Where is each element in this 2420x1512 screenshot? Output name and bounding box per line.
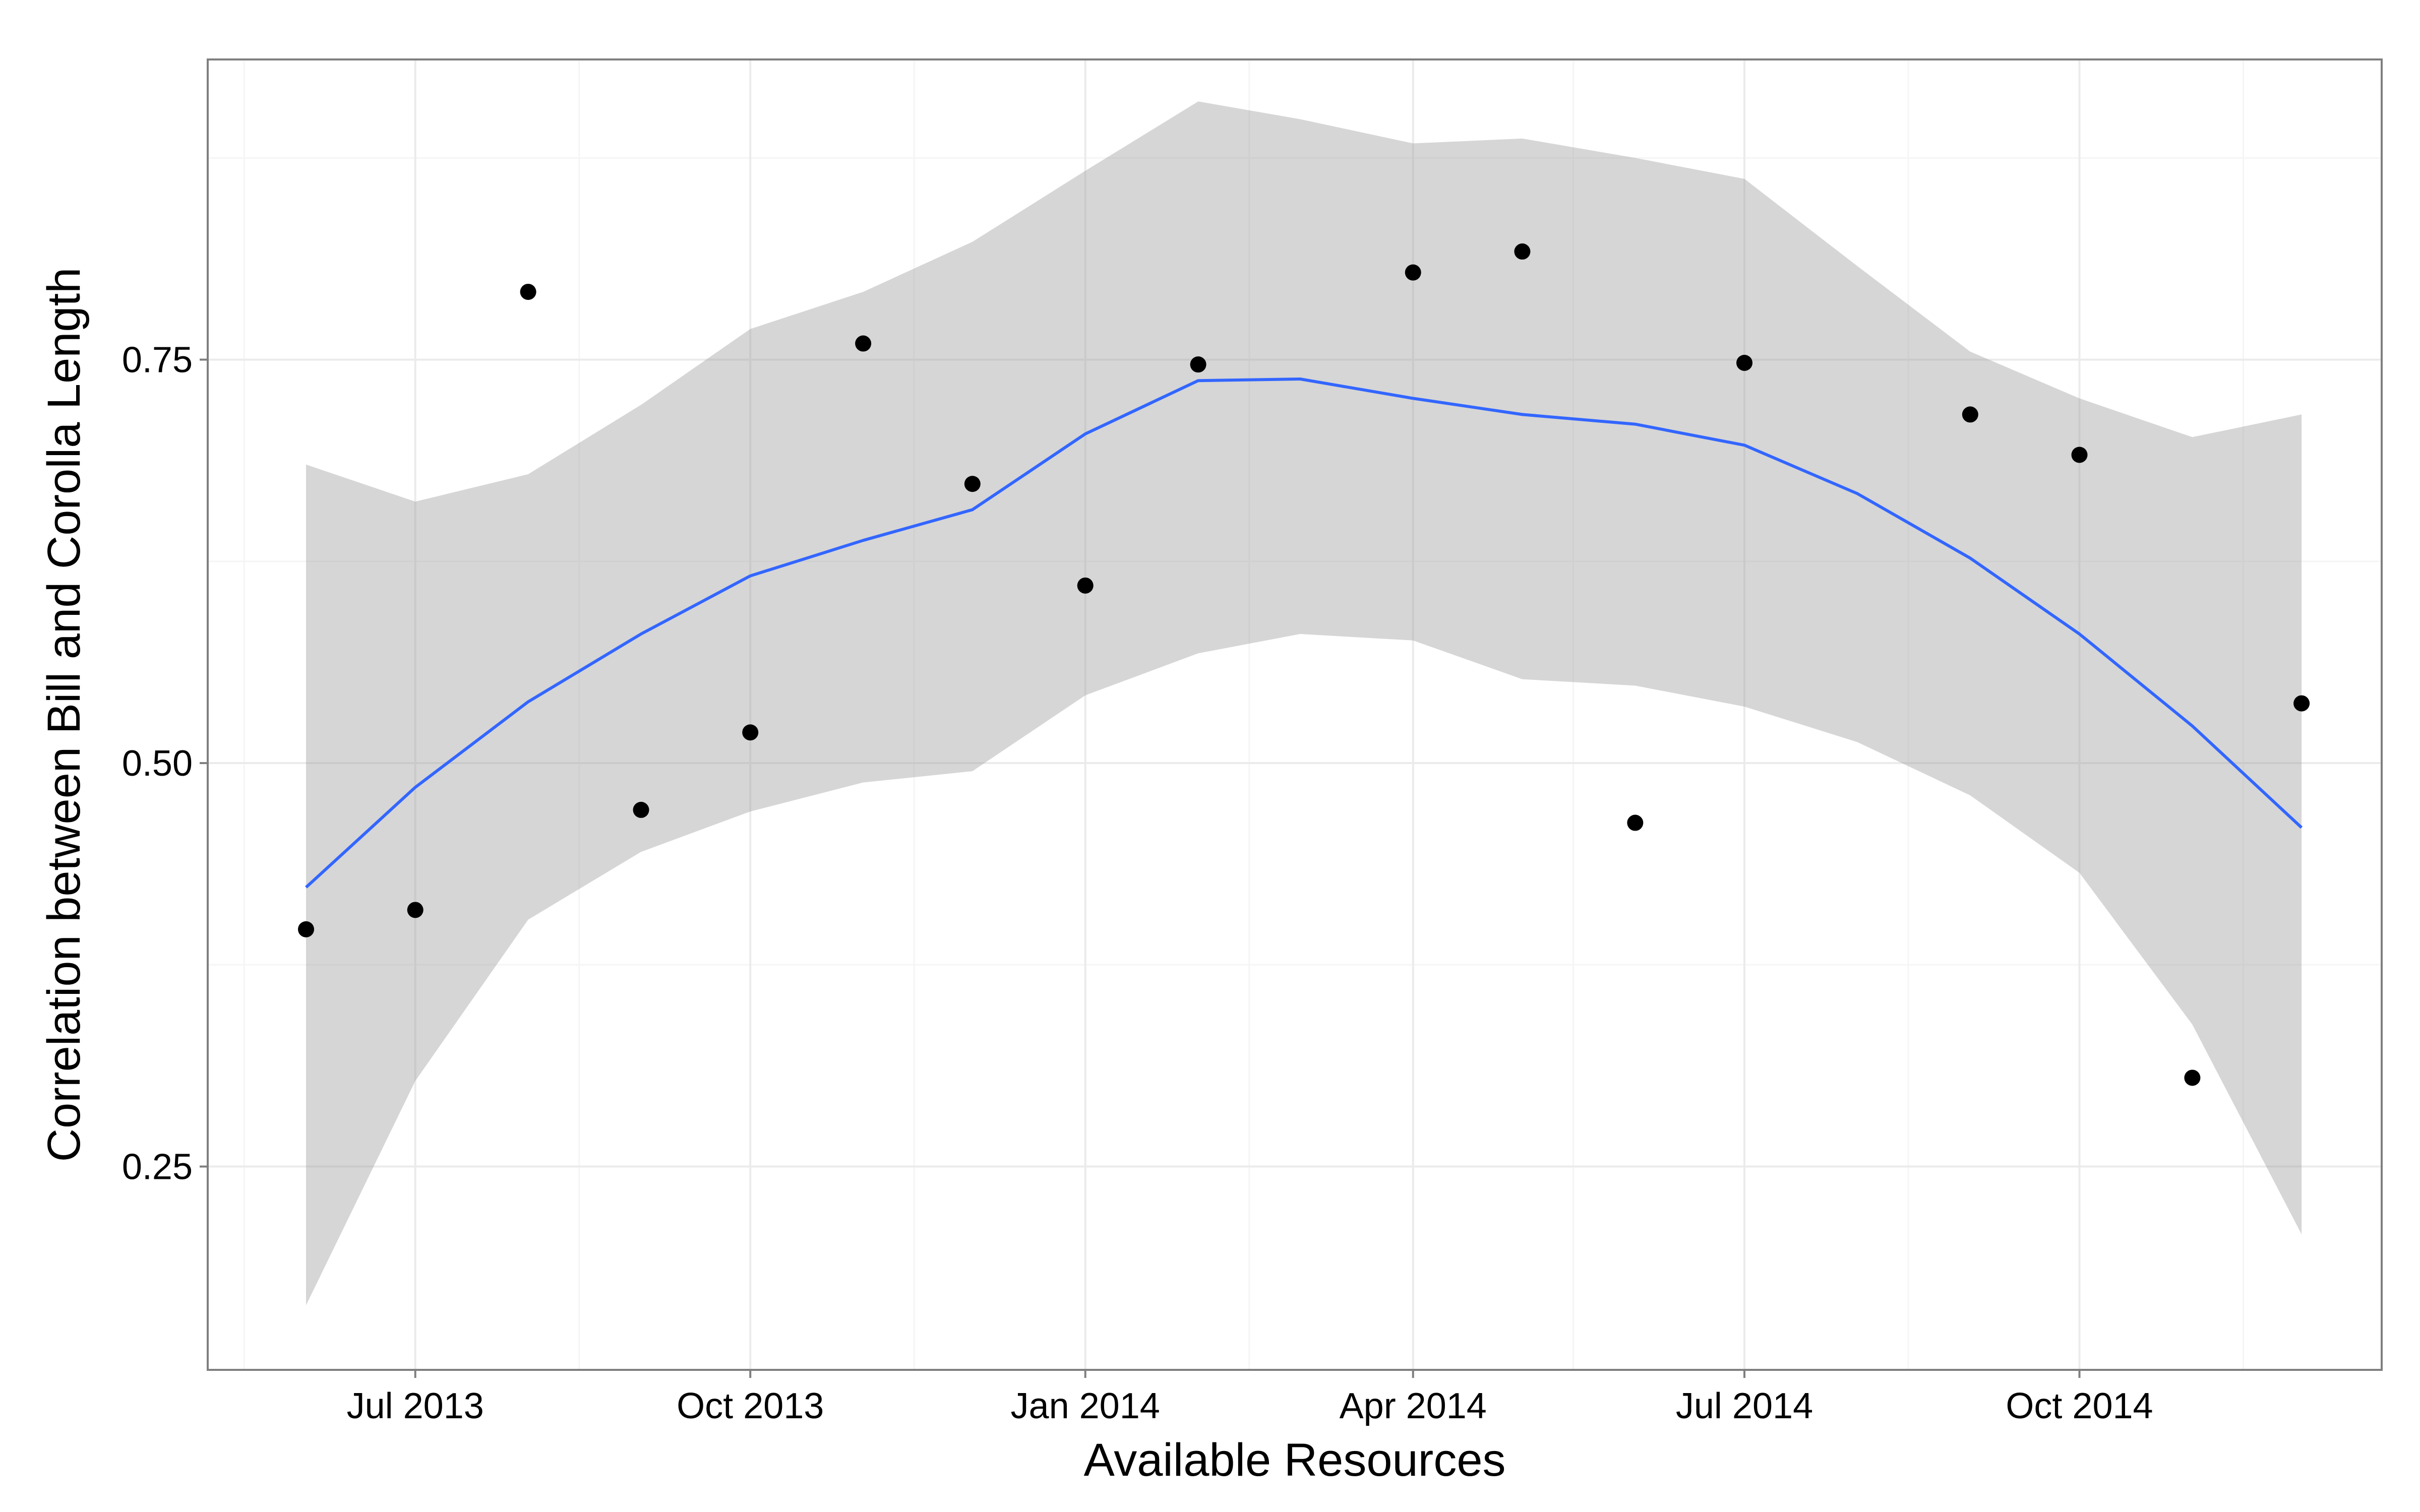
data-point <box>742 724 759 741</box>
x-tick-label: Jan 2014 <box>1011 1386 1160 1426</box>
data-point <box>520 284 536 300</box>
confidence-band <box>306 101 2302 1305</box>
data-point <box>1627 814 1644 831</box>
data-point <box>633 801 649 818</box>
major-grid-lines <box>208 59 2382 1370</box>
data-point <box>964 476 981 492</box>
data-point <box>1962 406 1978 423</box>
x-tick-label: Apr 2014 <box>1340 1386 1487 1426</box>
y-tick-label: 0.50 <box>122 743 193 784</box>
data-point <box>2184 1069 2201 1086</box>
y-axis-title: Correlation between Bill and Corolla Len… <box>38 268 90 1162</box>
y-tick-label: 0.25 <box>122 1147 193 1187</box>
data-point <box>1736 354 1753 371</box>
smooth-trend-line <box>305 377 2303 889</box>
data-point <box>1514 243 1531 260</box>
x-tick-label: Oct 2013 <box>677 1386 824 1426</box>
data-point <box>2071 447 2088 463</box>
data-point <box>1405 264 1421 281</box>
data-point <box>1190 356 1206 373</box>
data-points <box>298 243 2310 1086</box>
y-tick-label: 0.75 <box>122 340 193 381</box>
data-point <box>855 335 872 352</box>
x-tick-label: Jul 2014 <box>1676 1386 1813 1426</box>
data-point <box>2293 695 2310 712</box>
y-axis-tick-labels: 0.25 0.50 0.75 <box>122 340 193 1187</box>
x-axis-tick-labels: Jul 2013 Oct 2013 Jan 2014 Apr 2014 Jul 2014… <box>347 1386 2153 1426</box>
minor-grid-lines <box>208 59 2382 1370</box>
axis-ticks <box>200 358 2081 1378</box>
data-point <box>298 921 315 937</box>
x-axis-title: Available Resources <box>1084 1434 1506 1486</box>
data-point <box>1077 577 1094 594</box>
data-point <box>407 902 424 918</box>
x-tick-label: Jul 2013 <box>347 1386 484 1426</box>
panel-border <box>207 58 2383 1371</box>
x-tick-label: Oct 2014 <box>2006 1386 2153 1426</box>
